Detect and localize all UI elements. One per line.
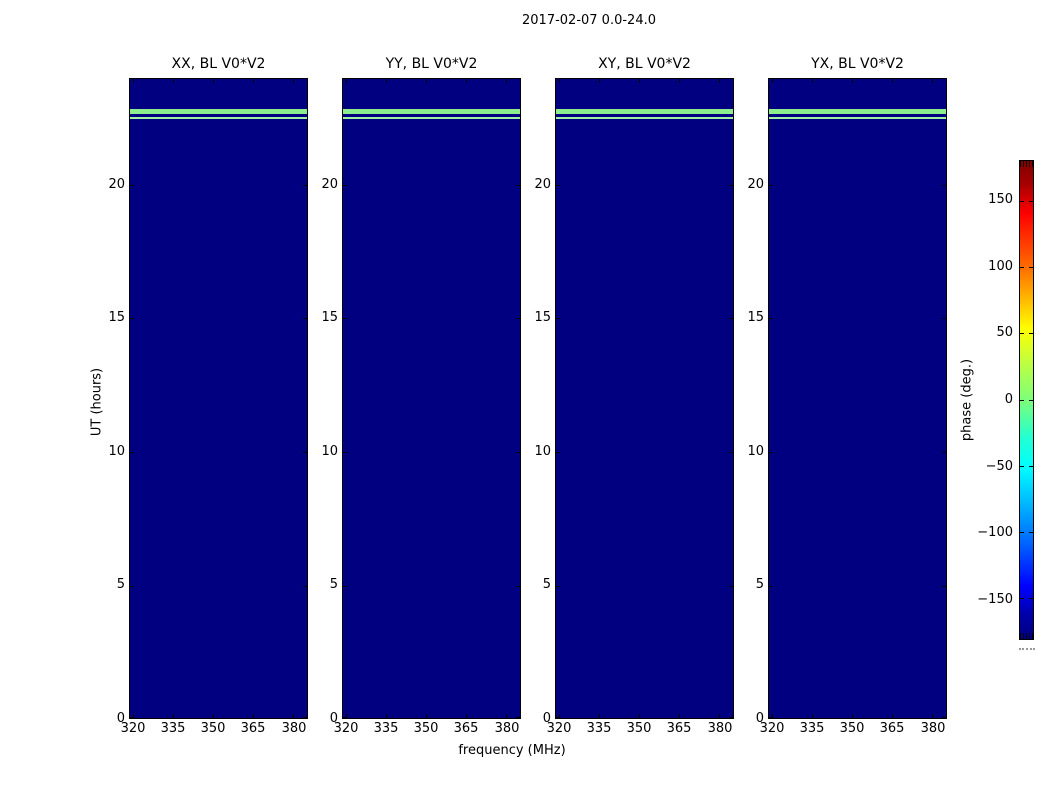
- y-tick-label: 15: [534, 310, 551, 325]
- y-tick-label: 20: [534, 177, 551, 192]
- colorbar: [1019, 160, 1034, 640]
- tick-marks-layer: [769, 79, 946, 718]
- x-tick-label: 365: [240, 721, 266, 736]
- x-tick-label: 320: [120, 721, 146, 736]
- panel-title-xy: XY, BL V0*V2: [598, 56, 691, 72]
- x-tick-label: 335: [160, 721, 186, 736]
- panel-title-yx: YX, BL V0*V2: [811, 56, 904, 72]
- y-tick-label: 20: [108, 177, 125, 192]
- heatmap-panel-yy: [342, 78, 521, 719]
- subplot-xx: XX, BL V0*V2 0 5 10 15 20 320 335 350 36…: [108, 0, 308, 780]
- subplot-yy: YY, BL V0*V2 0 5 10 15 20 320 335 350 36…: [321, 0, 521, 780]
- y-tick-label: 10: [321, 444, 338, 459]
- panel-title-yy: YY, BL V0*V2: [385, 56, 478, 72]
- colorbar-extend-dots: [1019, 648, 1035, 650]
- y-tick-label: 0: [755, 711, 764, 726]
- subplot-yx: YX, BL V0*V2 0 5 10 15 20 320 335 350 36…: [747, 0, 947, 780]
- y-tick-label: 10: [108, 444, 125, 459]
- subplot-xy: XY, BL V0*V2 0 5 10 15 20 320 335 350 36…: [534, 0, 734, 780]
- tick-marks-layer: [130, 79, 307, 718]
- x-tick-label: 380: [707, 721, 733, 736]
- x-tick-label: 350: [200, 721, 226, 736]
- y-tick-label: 5: [542, 577, 551, 592]
- x-tick-label: 335: [586, 721, 612, 736]
- y-tick-label: 5: [755, 577, 764, 592]
- colorbar-tick-label: −100: [977, 525, 1013, 540]
- x-tick-label: 320: [333, 721, 359, 736]
- figure-title: 2017-02-07 0.0-24.0: [522, 13, 656, 28]
- x-tick-label: 350: [839, 721, 865, 736]
- y-tick-label: 0: [329, 711, 338, 726]
- colorbar-axis-label: phase (deg.): [959, 358, 975, 442]
- y-tick-label: 20: [747, 177, 764, 192]
- y-tick-label: 10: [534, 444, 551, 459]
- x-tick-label: 365: [666, 721, 692, 736]
- x-tick-label: 380: [281, 721, 307, 736]
- y-tick-label: 0: [542, 711, 551, 726]
- colorbar-tick-marks: [1020, 161, 1033, 639]
- y-axis-label: UT (hours): [89, 367, 105, 437]
- x-tick-label: 380: [920, 721, 946, 736]
- colorbar-tick-label: 50: [996, 325, 1013, 340]
- x-tick-label: 380: [494, 721, 520, 736]
- y-tick-label: 0: [116, 711, 125, 726]
- colorbar-tick-label: 150: [988, 192, 1013, 207]
- x-tick-label: 365: [879, 721, 905, 736]
- x-tick-label: 335: [373, 721, 399, 736]
- y-tick-label: 5: [116, 577, 125, 592]
- y-tick-label: 15: [108, 310, 125, 325]
- y-tick-label: 15: [747, 310, 764, 325]
- panel-title-xx: XX, BL V0*V2: [171, 56, 266, 72]
- y-tick-label: 15: [321, 310, 338, 325]
- x-tick-label: 365: [453, 721, 479, 736]
- heatmap-panel-yx: [768, 78, 947, 719]
- y-tick-label: 5: [329, 577, 338, 592]
- x-tick-label: 350: [626, 721, 652, 736]
- heatmap-panel-xx: [129, 78, 308, 719]
- colorbar-tick-label: 100: [988, 259, 1013, 274]
- colorbar-tick-label: −150: [977, 592, 1013, 607]
- tick-marks-layer: [343, 79, 520, 718]
- x-tick-label: 335: [799, 721, 825, 736]
- x-tick-label: 320: [759, 721, 785, 736]
- x-tick-label: 320: [546, 721, 572, 736]
- tick-marks-layer: [556, 79, 733, 718]
- y-tick-label: 20: [321, 177, 338, 192]
- heatmap-panel-xy: [555, 78, 734, 719]
- colorbar-tick-label: 0: [1004, 392, 1013, 407]
- x-axis-label: frequency (MHz): [458, 743, 566, 758]
- y-tick-label: 10: [747, 444, 764, 459]
- x-tick-label: 350: [413, 721, 439, 736]
- colorbar-tick-label: −50: [985, 459, 1013, 474]
